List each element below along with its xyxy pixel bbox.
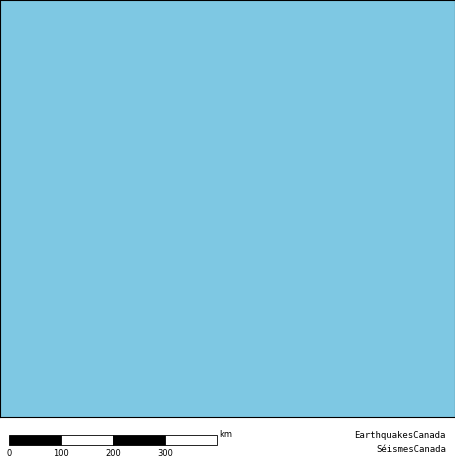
Text: EarthquakesCanada: EarthquakesCanada <box>354 431 446 440</box>
Text: 200: 200 <box>105 449 121 457</box>
Text: SéismesCanada: SéismesCanada <box>376 444 446 454</box>
Text: km: km <box>220 430 233 439</box>
Bar <box>165 435 217 445</box>
Text: 100: 100 <box>53 449 69 457</box>
Text: 300: 300 <box>157 449 173 457</box>
Bar <box>113 435 165 445</box>
Text: 0: 0 <box>6 449 12 457</box>
Bar <box>61 435 113 445</box>
Bar <box>9 435 61 445</box>
